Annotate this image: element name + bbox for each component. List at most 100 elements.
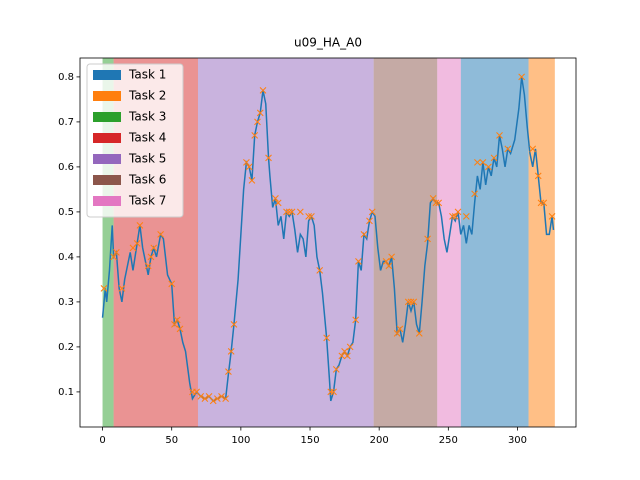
peak-marker xyxy=(296,208,304,216)
task-span xyxy=(528,58,555,427)
legend-swatch xyxy=(93,175,121,185)
peak-marker xyxy=(251,132,259,139)
peak-marker xyxy=(213,395,221,403)
peak-marker xyxy=(330,388,337,396)
peak-marker xyxy=(355,258,362,265)
peak-marker xyxy=(323,334,330,342)
peak-marker xyxy=(518,73,525,81)
peak-marker xyxy=(479,159,487,166)
peak-marker xyxy=(485,163,492,171)
peak-marker xyxy=(248,177,256,184)
peak-marker xyxy=(288,208,296,216)
peak-marker xyxy=(385,262,393,270)
peak-marker xyxy=(168,280,176,288)
x-tick-label: 150 xyxy=(300,435,319,446)
peak-marker xyxy=(504,145,512,153)
peak-marker xyxy=(346,343,354,351)
peak-marker xyxy=(256,109,264,117)
x-tick-label: 50 xyxy=(165,435,178,446)
legend-label: Task 7 xyxy=(128,194,166,208)
x-tick-label: 300 xyxy=(508,435,527,446)
legend-swatch xyxy=(93,196,121,206)
peak-marker xyxy=(462,213,470,220)
peak-marker xyxy=(308,213,315,220)
legend-label: Task 5 xyxy=(128,152,166,166)
peak-marker xyxy=(201,395,209,403)
peak-marker xyxy=(415,330,423,337)
peak-marker xyxy=(227,348,235,355)
peak-marker xyxy=(537,199,545,207)
legend-label: Task 3 xyxy=(128,110,166,124)
legend-swatch xyxy=(93,70,121,80)
peak-marker xyxy=(432,199,440,207)
peak-marker xyxy=(548,213,556,220)
peak-marker xyxy=(388,253,395,261)
peak-marker xyxy=(454,208,462,216)
legend-label: Task 2 xyxy=(128,89,166,103)
peak-marker xyxy=(209,397,217,405)
x-tick-label: 250 xyxy=(439,435,458,446)
peak-marker xyxy=(429,195,437,202)
peak-marker xyxy=(540,199,548,207)
legend-swatch xyxy=(93,91,121,101)
peak-marker xyxy=(171,321,178,328)
peak-marker xyxy=(222,395,229,403)
task-span xyxy=(373,58,438,427)
peak-marker xyxy=(393,330,401,337)
y-tick-label: 0.6 xyxy=(58,162,74,173)
axes-frame xyxy=(79,57,577,428)
task-span xyxy=(102,58,114,427)
peak-marker xyxy=(410,298,418,306)
y-tick-label: 0.7 xyxy=(58,117,74,128)
x-tick-label: 200 xyxy=(370,435,389,446)
peak-marker xyxy=(327,388,335,396)
peak-marker xyxy=(173,316,181,324)
y-tick-label: 0.8 xyxy=(58,72,74,83)
legend-label: Task 6 xyxy=(128,173,166,187)
peak-marker xyxy=(274,199,282,207)
peak-marker xyxy=(471,190,478,198)
y-tick-label: 0.1 xyxy=(58,387,74,398)
peak-marker xyxy=(254,118,261,126)
peak-marker xyxy=(449,213,456,220)
peak-marker xyxy=(382,258,390,265)
peak-marker xyxy=(150,244,158,252)
peak-marker xyxy=(360,231,368,238)
peak-marker xyxy=(344,352,351,360)
peak-marker xyxy=(285,208,293,216)
peak-marker xyxy=(435,199,443,207)
peak-marker xyxy=(113,249,120,256)
y-tick-label: 0.5 xyxy=(58,207,74,218)
peak-marker xyxy=(534,172,542,180)
peak-marker xyxy=(272,195,279,202)
peak-marker xyxy=(407,298,415,306)
peak-marker xyxy=(529,145,537,153)
legend-label: Task 1 xyxy=(128,68,166,82)
legend-label: Task 4 xyxy=(128,131,166,145)
peak-marker xyxy=(245,163,253,171)
x-tick-label: 100 xyxy=(231,435,250,446)
peak-marker xyxy=(283,208,290,216)
peak-marker xyxy=(259,87,267,94)
peak-marker xyxy=(176,325,184,333)
y-tick-label: 0.4 xyxy=(58,252,74,263)
peak-marker xyxy=(496,132,503,139)
y-tick-label: 0.2 xyxy=(58,342,74,353)
chart-title: u09_HA_A0 xyxy=(294,36,362,50)
peak-marker xyxy=(305,213,312,220)
peak-marker xyxy=(366,217,373,225)
peak-marker xyxy=(424,235,431,243)
peak-marker xyxy=(396,325,404,333)
peak-marker xyxy=(225,368,232,376)
task-span xyxy=(197,58,374,427)
peak-marker xyxy=(474,159,481,166)
peak-marker xyxy=(332,366,340,373)
peak-marker xyxy=(230,321,238,328)
peak-marker xyxy=(265,154,272,162)
data-line xyxy=(101,76,555,402)
x-tick-label: 0 xyxy=(99,435,105,446)
peak-marker xyxy=(157,231,164,238)
peak-marker xyxy=(243,159,250,166)
legend-swatch xyxy=(93,154,121,164)
